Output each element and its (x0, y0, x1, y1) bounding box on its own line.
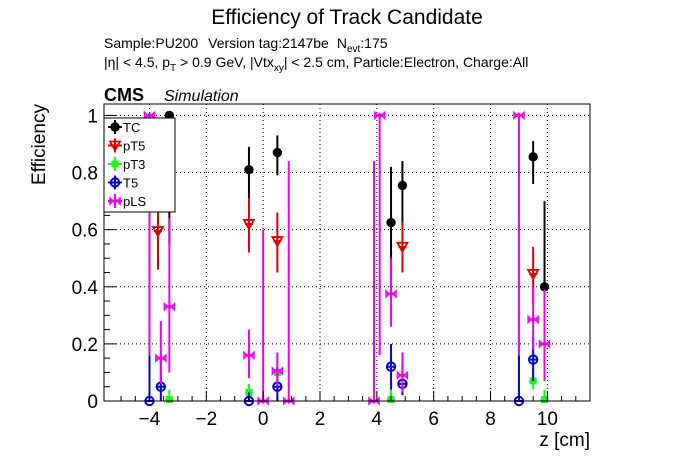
data-layer (143, 110, 551, 407)
grid-lines (104, 104, 590, 402)
sample-label: Sample:PU200 (104, 35, 198, 51)
legend-tc-label: TC (123, 120, 140, 135)
pls-point (396, 370, 409, 381)
pls-point (385, 289, 397, 299)
nevt-value: :175 (360, 35, 387, 51)
pls-point (155, 353, 167, 363)
cms-label: CMS (104, 85, 144, 105)
series-pt5 (151, 195, 540, 304)
simulation-label: Simulation (164, 88, 239, 105)
cuts-eta: |η| < 4.5, p (104, 54, 170, 70)
tick-labels: −4 −2 0 2 4 6 8 10 0 0.2 0.4 0.6 0.8 1 (72, 106, 558, 430)
chart-title: Efficiency of Track Candidate (211, 6, 483, 29)
pls-point (368, 396, 380, 406)
pls-point (527, 314, 539, 325)
x-tick-label: 2 (315, 409, 326, 430)
legend-pt5-marker (108, 140, 122, 153)
y-tick-label: 0.6 (72, 221, 98, 242)
tc-point (386, 217, 396, 228)
pt5-point (270, 236, 284, 248)
version-label: Version tag:2147be (208, 35, 329, 51)
pt3-point (165, 396, 173, 404)
pt5-point (395, 241, 409, 254)
pt5-point (526, 269, 540, 281)
t5-point (385, 361, 397, 372)
legend-pt3-marker (111, 160, 119, 168)
y-tick-label: 1 (87, 106, 98, 127)
x-tick-label: 6 (428, 409, 439, 430)
subtitle-line-1: Sample:PU200 Version tag:2147be Nevt:175 (104, 35, 388, 55)
pt5-point (242, 219, 256, 231)
x-tick-label: 0 (258, 409, 269, 430)
legend-pls-marker (109, 196, 121, 206)
t5-point (527, 354, 539, 365)
legend-t5-marker (109, 177, 121, 188)
y-tick-label: 0.8 (72, 164, 98, 185)
pt-subscript: T (170, 63, 176, 74)
pls-point (163, 301, 176, 312)
pt5-point (151, 226, 165, 238)
plot-frame (103, 103, 591, 402)
nevt-label: N (337, 35, 347, 51)
y-tick-label: 0.2 (72, 335, 98, 356)
pls-point (243, 350, 255, 361)
x-tick-label: 4 (372, 409, 383, 430)
pls-point (257, 396, 269, 406)
y-tick-label: 0 (87, 392, 98, 413)
pls-point (538, 339, 551, 349)
nevt-subscript: evt (347, 44, 361, 55)
series-pt3 (165, 355, 549, 404)
legend: TC pT5 pT3 T5 pLS (103, 117, 176, 213)
x-tick-label: 10 (537, 409, 558, 430)
series-t5 (144, 338, 539, 407)
series-pls (143, 110, 551, 406)
pls-point (271, 366, 284, 376)
pls-point (373, 110, 386, 121)
subtitle-line-2: |η| < 4.5, pT > 0.9 GeV, |Vtxxy| < 2.5 c… (104, 54, 528, 74)
pt3-point (541, 396, 549, 404)
cuts-rest: | < 2.5 cm, Particle:Electron, Charge:Al… (284, 54, 528, 70)
x-tick-label: 8 (485, 409, 496, 430)
tc-point (397, 180, 408, 191)
legend-pt5-label: pT5 (123, 139, 145, 154)
y-axis-label: Efficiency (29, 104, 50, 185)
legend-t5-label: T5 (123, 176, 138, 191)
series-tc (164, 110, 550, 364)
cuts-pt: > 0.9 GeV, |Vtx (176, 54, 274, 70)
tc-point (272, 147, 283, 158)
x-axis-label: z [cm] (539, 430, 590, 451)
tc-point (528, 152, 538, 162)
pls-point (513, 110, 525, 121)
vtx-subscript: xy (274, 63, 284, 74)
pls-point (282, 396, 295, 406)
legend-pt3-label: pT3 (123, 157, 145, 172)
legend-pls-label: pLS (123, 194, 146, 209)
x-tick-label: −2 (195, 409, 217, 430)
tc-point (244, 164, 254, 175)
y-tick-label: 0.4 (72, 278, 99, 299)
x-tick-label: −4 (139, 409, 161, 430)
axis-ticks (104, 114, 577, 402)
legend-tc-marker (110, 122, 120, 132)
